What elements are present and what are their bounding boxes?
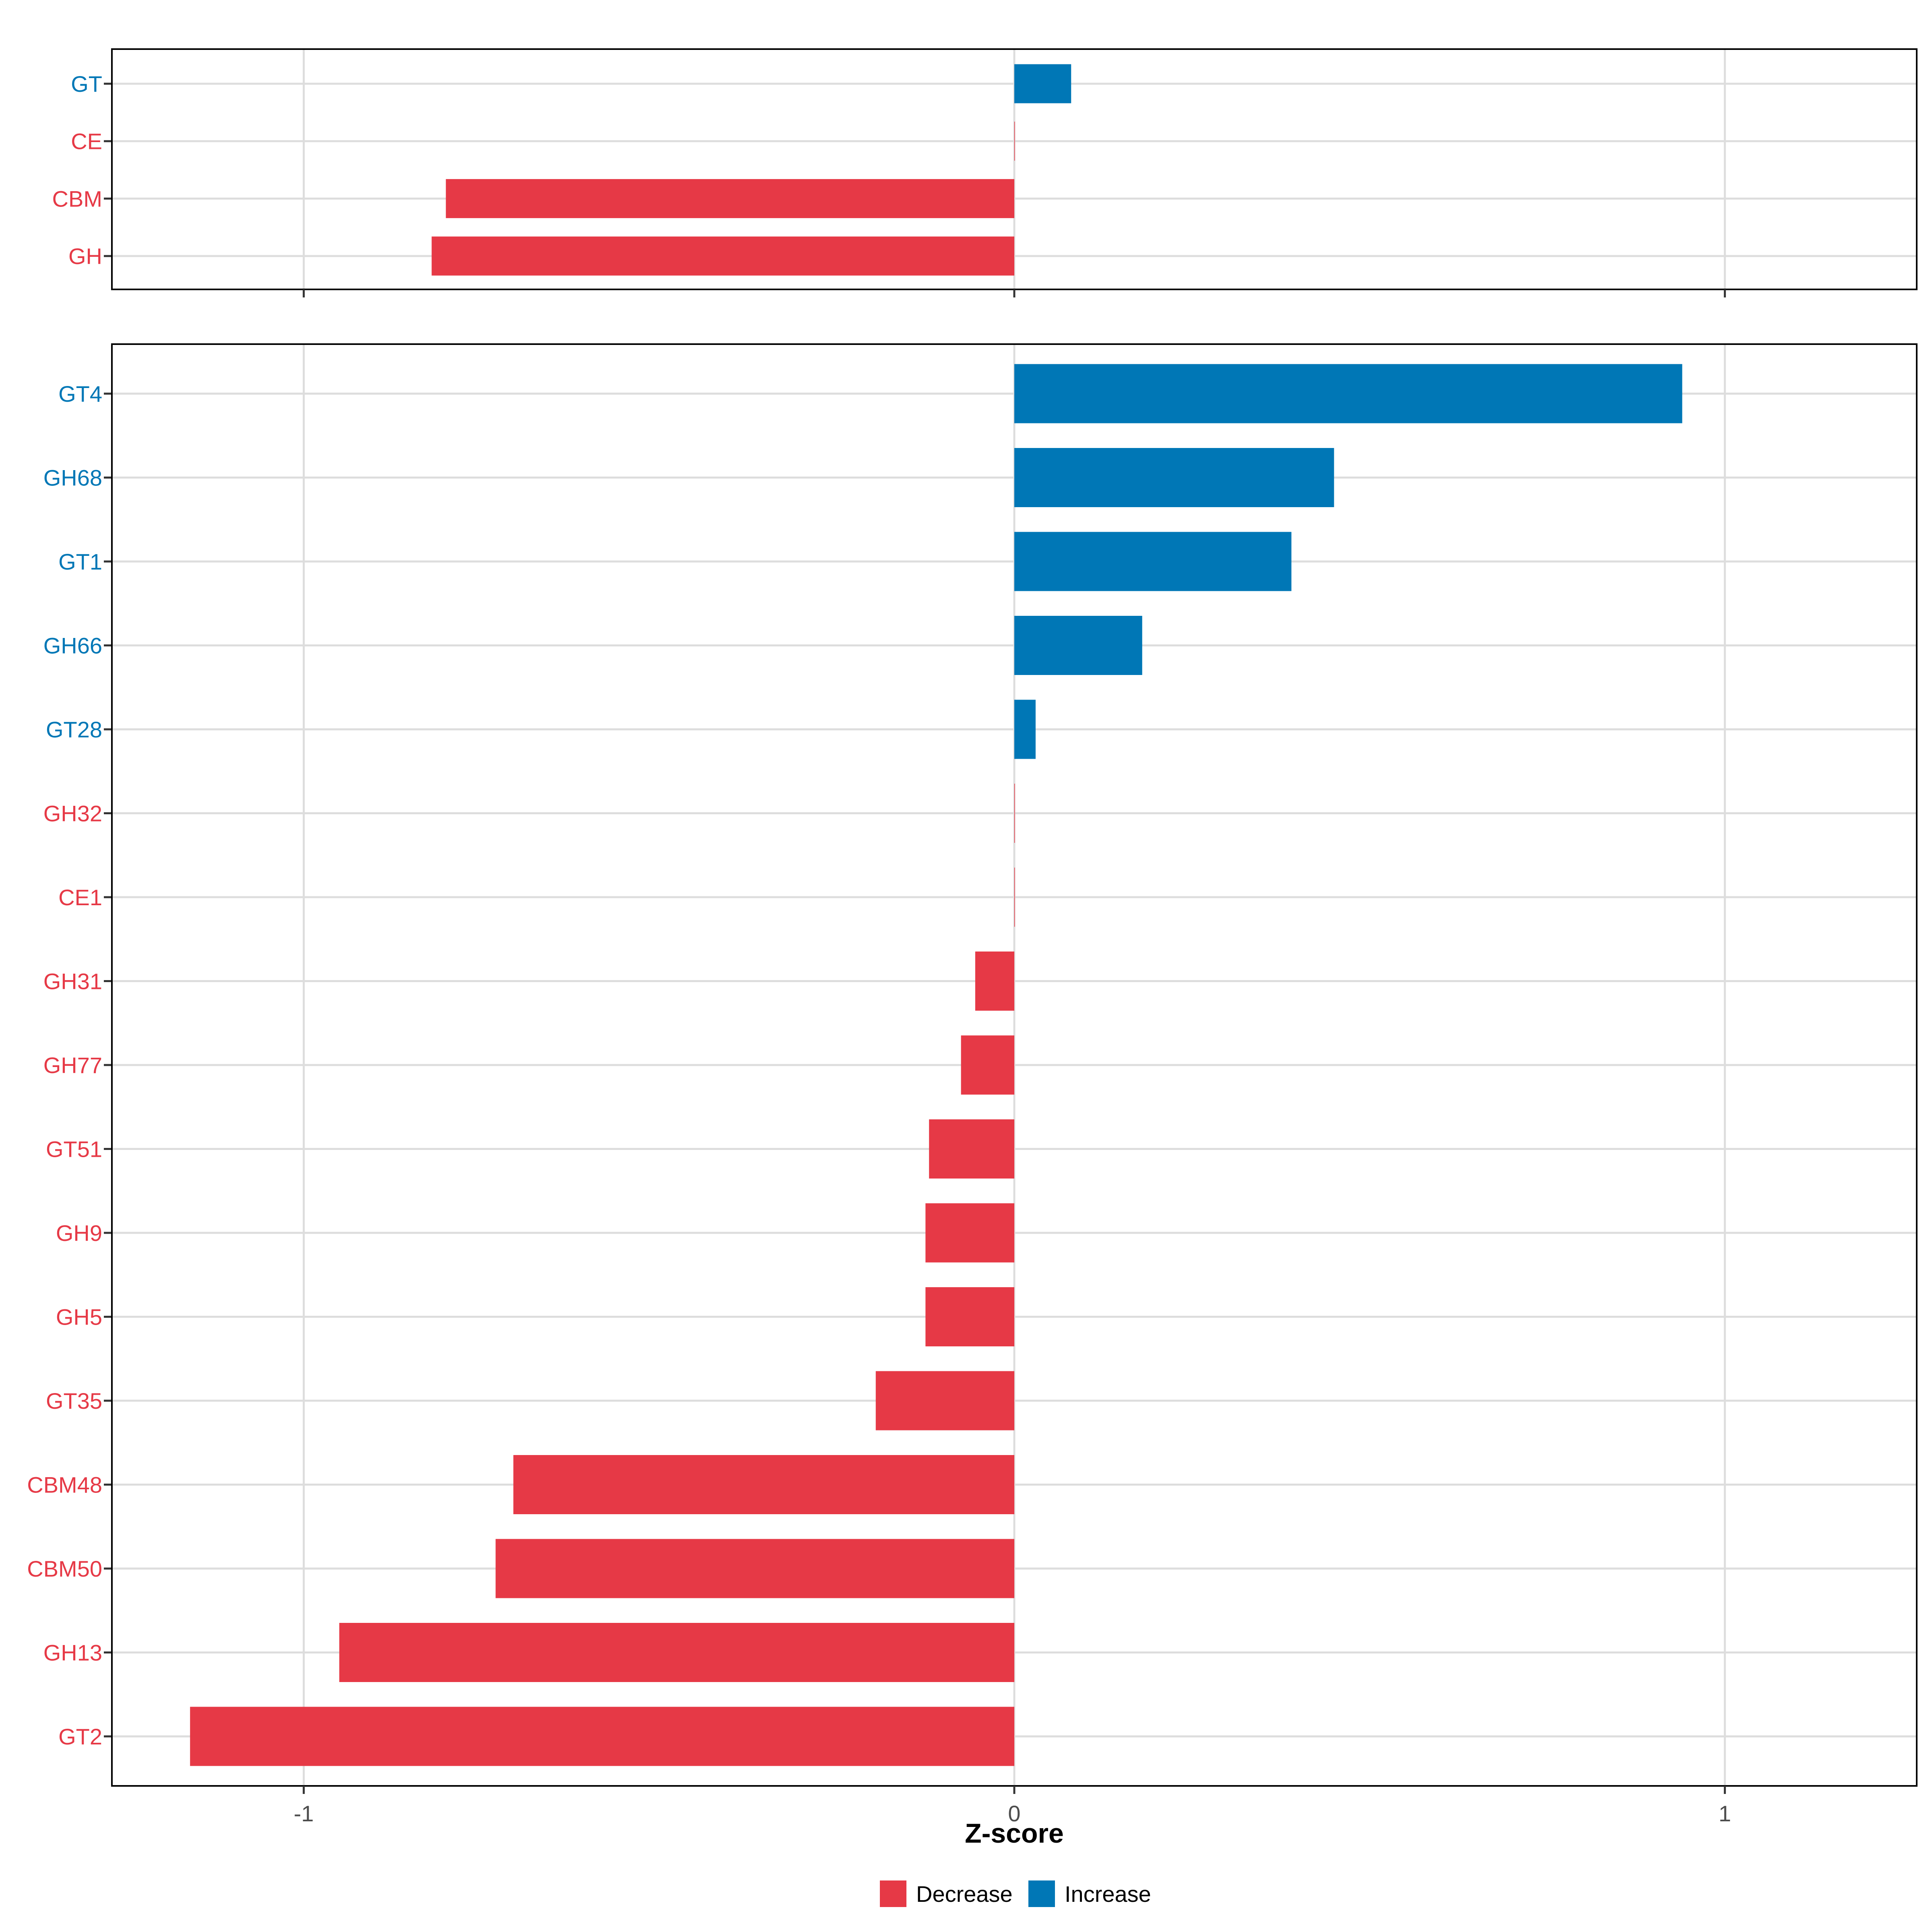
y-tick-label-ce1: CE1 [58,885,102,910]
y-tick-label-gh13: GH13 [43,1640,102,1666]
bar-gt51 [929,1119,1014,1179]
bar-gt [1014,64,1071,103]
bar-gh [431,236,1014,276]
bar-cbm50 [495,1539,1014,1598]
y-tick-label-cbm: CBM [52,186,102,211]
y-tick-label-gh66: GH66 [43,633,102,658]
x-tick-label: 0 [1008,1801,1020,1826]
bar-gh13 [339,1623,1015,1682]
legend-key-decrease [880,1880,906,1907]
legend-label-increase: Increase [1065,1881,1151,1907]
y-tick-label-gt4: GT4 [58,381,102,407]
y-tick-label-gt2: GT2 [58,1724,102,1749]
bar-ce [1014,122,1015,161]
x-tick-label: -1 [294,1801,314,1826]
y-tick-label-gt35: GT35 [46,1388,102,1414]
bottom-panel: GT4 GH68 GT1 GH66 GT28 GH32 CE1 GH31 GH77 GT51 GH9… [27,343,1918,1794]
y-tick-label-gt51: GT51 [46,1137,102,1162]
y-tick-label-gt1: GT1 [58,549,102,574]
legend-label-decrease: Decrease [916,1881,1013,1907]
y-tick-label-cbm48: CBM48 [27,1472,102,1498]
bar-gh31 [975,952,1014,1011]
bar-gt28 [1014,700,1036,759]
y-tick-label-gt: GT [71,71,102,97]
y-tick-label-gh5: GH5 [56,1305,102,1330]
bar-gh32 [1014,784,1015,843]
bar-gh5 [925,1287,1014,1346]
y-tick-label-gh77: GH77 [43,1053,102,1078]
x-tick-label: 1 [1719,1801,1731,1826]
y-tick-label-gh: GH [68,244,102,269]
y-tick-label-gh68: GH68 [43,465,102,491]
bar-gt1 [1014,532,1292,591]
bar-gh9 [925,1203,1014,1263]
bar-gt4 [1014,364,1682,423]
y-tick-label-gt28: GT28 [46,717,102,742]
bar-ce1 [1014,867,1015,927]
y-tick-label-gh32: GH32 [43,801,102,826]
bar-gh77 [961,1035,1014,1095]
y-tick-label-gh9: GH9 [56,1220,102,1246]
bar-cbm [446,179,1014,218]
x-axis: -1 0 1 [294,1801,1731,1826]
top-panel: GT CE CBM GH [52,48,1918,297]
bar-gt35 [875,1371,1014,1430]
bar-cbm48 [513,1455,1014,1514]
bar-gh68 [1014,448,1334,507]
bar-gh66 [1014,616,1142,675]
legend: Decrease Increase [880,1880,1151,1907]
y-tick-label-gh31: GH31 [43,969,102,994]
bar-gt2 [190,1707,1014,1766]
x-axis-title: Z-score [965,1818,1064,1849]
y-tick-label-ce: CE [71,129,102,154]
y-tick-label-cbm50: CBM50 [27,1556,102,1581]
legend-key-increase [1028,1880,1055,1907]
